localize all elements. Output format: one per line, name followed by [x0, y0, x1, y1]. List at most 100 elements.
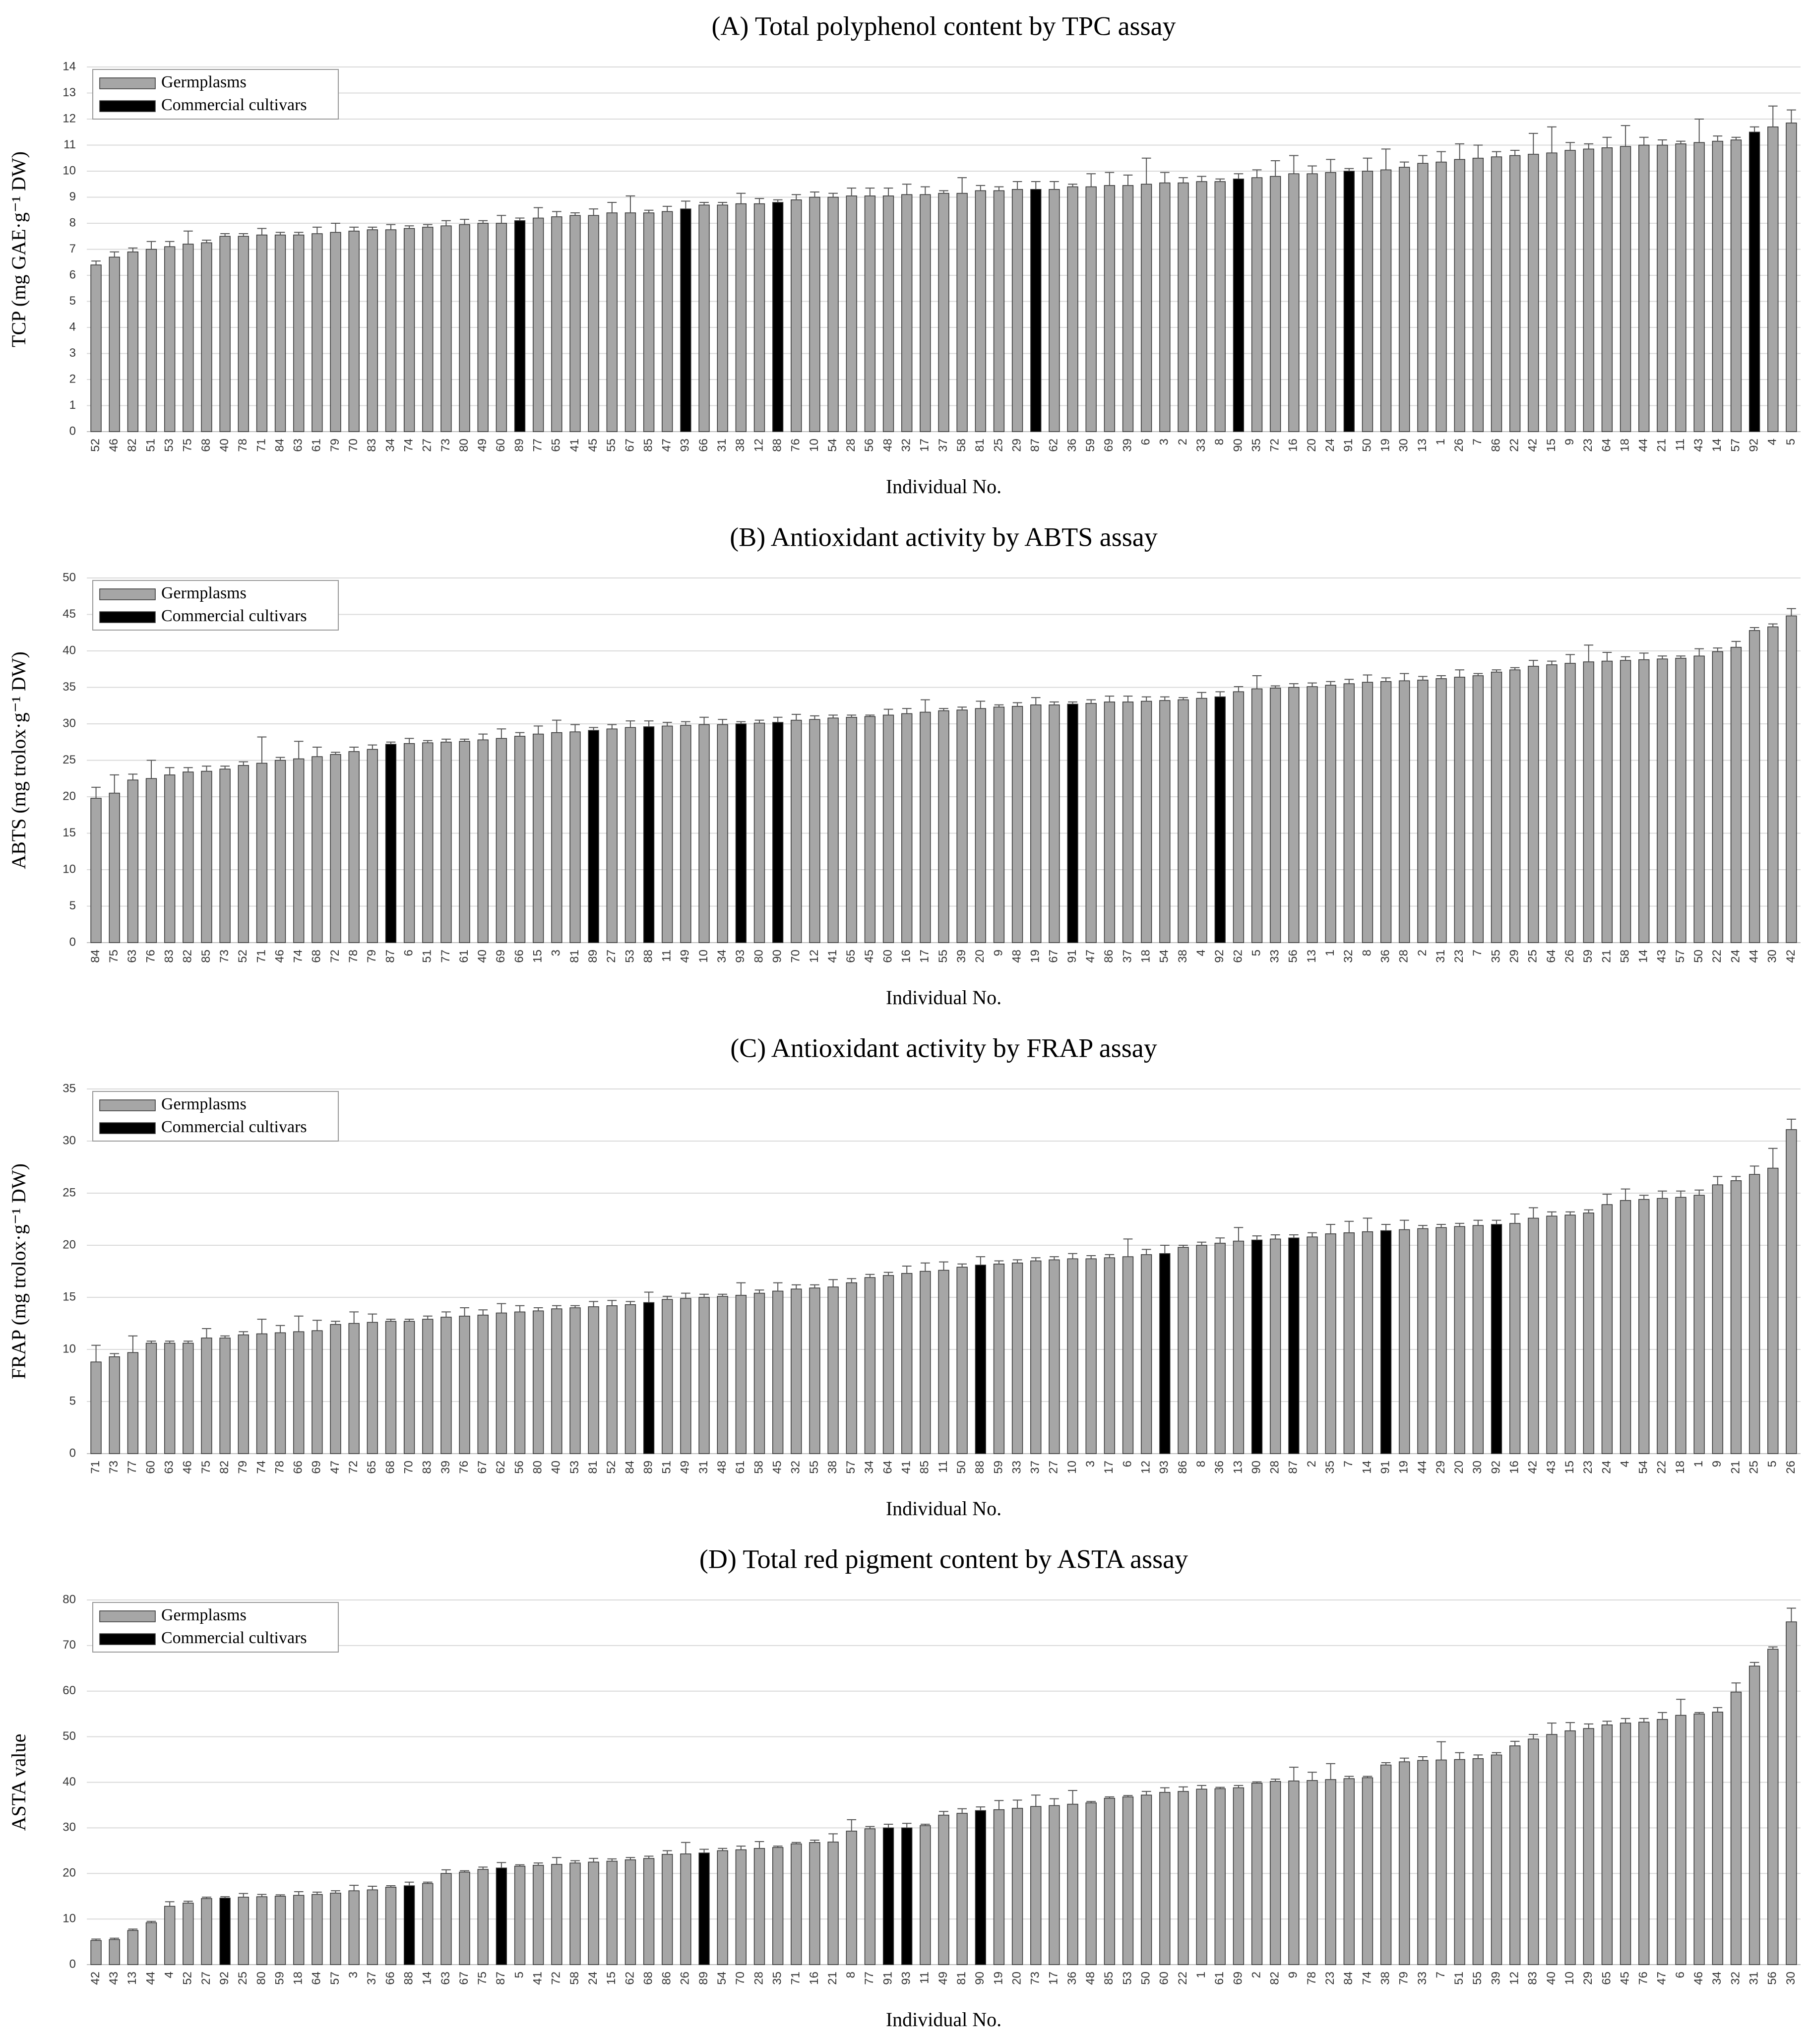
- bar: [1159, 700, 1171, 943]
- x-tick-label: 47: [1655, 1972, 1669, 1985]
- x-tick-label: 43: [107, 1972, 121, 1985]
- bar: [1748, 1174, 1760, 1454]
- y-tick-label: 15: [62, 1290, 76, 1303]
- x-tick-label: 43: [1655, 950, 1669, 963]
- x-tick-label: 49: [936, 1972, 950, 1985]
- bar: [1712, 1184, 1723, 1454]
- bar: [1620, 1200, 1631, 1454]
- bar: [1712, 1712, 1723, 1965]
- bar: [753, 722, 765, 943]
- bar: [1767, 1167, 1779, 1454]
- x-tick-label: 32: [1729, 1972, 1742, 1985]
- bar: [348, 1323, 360, 1454]
- y-tick-label: 35: [62, 1082, 76, 1095]
- bar: [533, 217, 544, 432]
- bar: [1767, 626, 1779, 943]
- x-tick-label: 16: [900, 950, 913, 963]
- bar: [274, 1332, 286, 1454]
- x-tick-label: 87: [494, 1972, 507, 1985]
- bar: [1730, 1691, 1742, 1965]
- bar: [975, 1265, 986, 1454]
- bar: [1085, 1258, 1097, 1454]
- bar: [1528, 1738, 1539, 1965]
- x-tick-label: 59: [1084, 439, 1097, 452]
- y-tick-label: 25: [62, 1186, 76, 1199]
- bar: [348, 231, 360, 432]
- bar: [1104, 185, 1116, 432]
- bar: [164, 1342, 176, 1454]
- x-tick-label: 4: [1194, 950, 1208, 956]
- x-tick-label: 71: [89, 1461, 102, 1474]
- x-tick-label: 11: [936, 1461, 950, 1473]
- bar: [312, 1330, 323, 1454]
- bar: [1546, 152, 1558, 432]
- bar: [1159, 1253, 1171, 1454]
- x-tick-label: 54: [1158, 950, 1171, 963]
- bar: [1067, 703, 1078, 943]
- bar: [975, 190, 986, 432]
- x-tick-label: 51: [1452, 1972, 1466, 1985]
- bar: [1325, 1779, 1336, 1965]
- legend-swatch: [99, 611, 156, 623]
- bar: [1417, 1760, 1429, 1965]
- bar: [643, 1858, 655, 1965]
- y-axis-label: FRAP (mg trolox·g⁻¹ DW): [7, 1163, 30, 1379]
- y-axis-label: TCP (mg GAE·g⁻¹ DW): [7, 151, 30, 347]
- bar: [348, 1890, 360, 1965]
- bar: [956, 1813, 968, 1965]
- y-tick-label: 70: [62, 1638, 76, 1652]
- x-tick-label: 54: [715, 1972, 729, 1985]
- x-tick-label: 49: [679, 950, 692, 963]
- bar: [1454, 1759, 1465, 1965]
- x-tick-label: 7: [1471, 439, 1484, 445]
- x-tick-label: 81: [955, 1972, 968, 1985]
- bar: [1085, 703, 1097, 943]
- x-tick-label: 72: [1268, 439, 1282, 452]
- y-tick-label: 25: [62, 753, 76, 766]
- x-tick-label: 78: [1305, 1972, 1318, 1985]
- x-tick-label: 28: [752, 1972, 765, 1985]
- bar: [183, 1342, 194, 1454]
- bar: [109, 1939, 120, 1965]
- bar: [680, 1853, 691, 1965]
- x-tick-label: 18: [1674, 1461, 1687, 1474]
- x-tick-label: 17: [1047, 1972, 1060, 1985]
- bar: [1380, 1230, 1392, 1454]
- x-axis-label: Individual No.: [886, 475, 1001, 498]
- bar: [183, 244, 194, 432]
- bar: [1049, 1259, 1060, 1454]
- bar: [772, 1847, 784, 1965]
- x-tick-label: 68: [199, 439, 213, 452]
- bar: [993, 1809, 1005, 1965]
- bar: [1601, 1724, 1613, 1965]
- bar: [1638, 659, 1650, 943]
- x-tick-label: 73: [1029, 1972, 1042, 1985]
- x-tick-label: 66: [383, 1972, 397, 1985]
- bar: [1546, 1734, 1558, 1965]
- bar: [440, 225, 452, 432]
- x-tick-label: 38: [734, 439, 747, 452]
- y-axis-label: ABTS (mg trolox·g⁻¹ DW): [7, 651, 30, 869]
- bar: [772, 722, 784, 943]
- x-tick-label: 77: [125, 1461, 139, 1474]
- x-tick-label: 22: [1655, 1461, 1669, 1474]
- x-tick-label: 80: [457, 439, 471, 452]
- bar: [1214, 696, 1226, 943]
- bar: [145, 1922, 157, 1965]
- bar: [791, 1288, 802, 1454]
- x-tick-label: 40: [1545, 1972, 1558, 1985]
- bar: [422, 227, 434, 432]
- bar: [1786, 1129, 1797, 1454]
- bar: [1380, 169, 1392, 432]
- bar: [440, 742, 452, 943]
- x-tick-label: 14: [1360, 1461, 1373, 1474]
- x-tick-label: 24: [1323, 439, 1337, 452]
- x-tick-label: 14: [1637, 950, 1650, 963]
- x-tick-label: 77: [439, 950, 452, 963]
- x-tick-label: 19: [1378, 439, 1392, 452]
- bar: [367, 229, 378, 432]
- bar: [1362, 1231, 1373, 1454]
- x-tick-label: 5: [512, 1972, 526, 1978]
- bar: [1491, 1224, 1502, 1454]
- x-tick-label: 89: [586, 950, 600, 963]
